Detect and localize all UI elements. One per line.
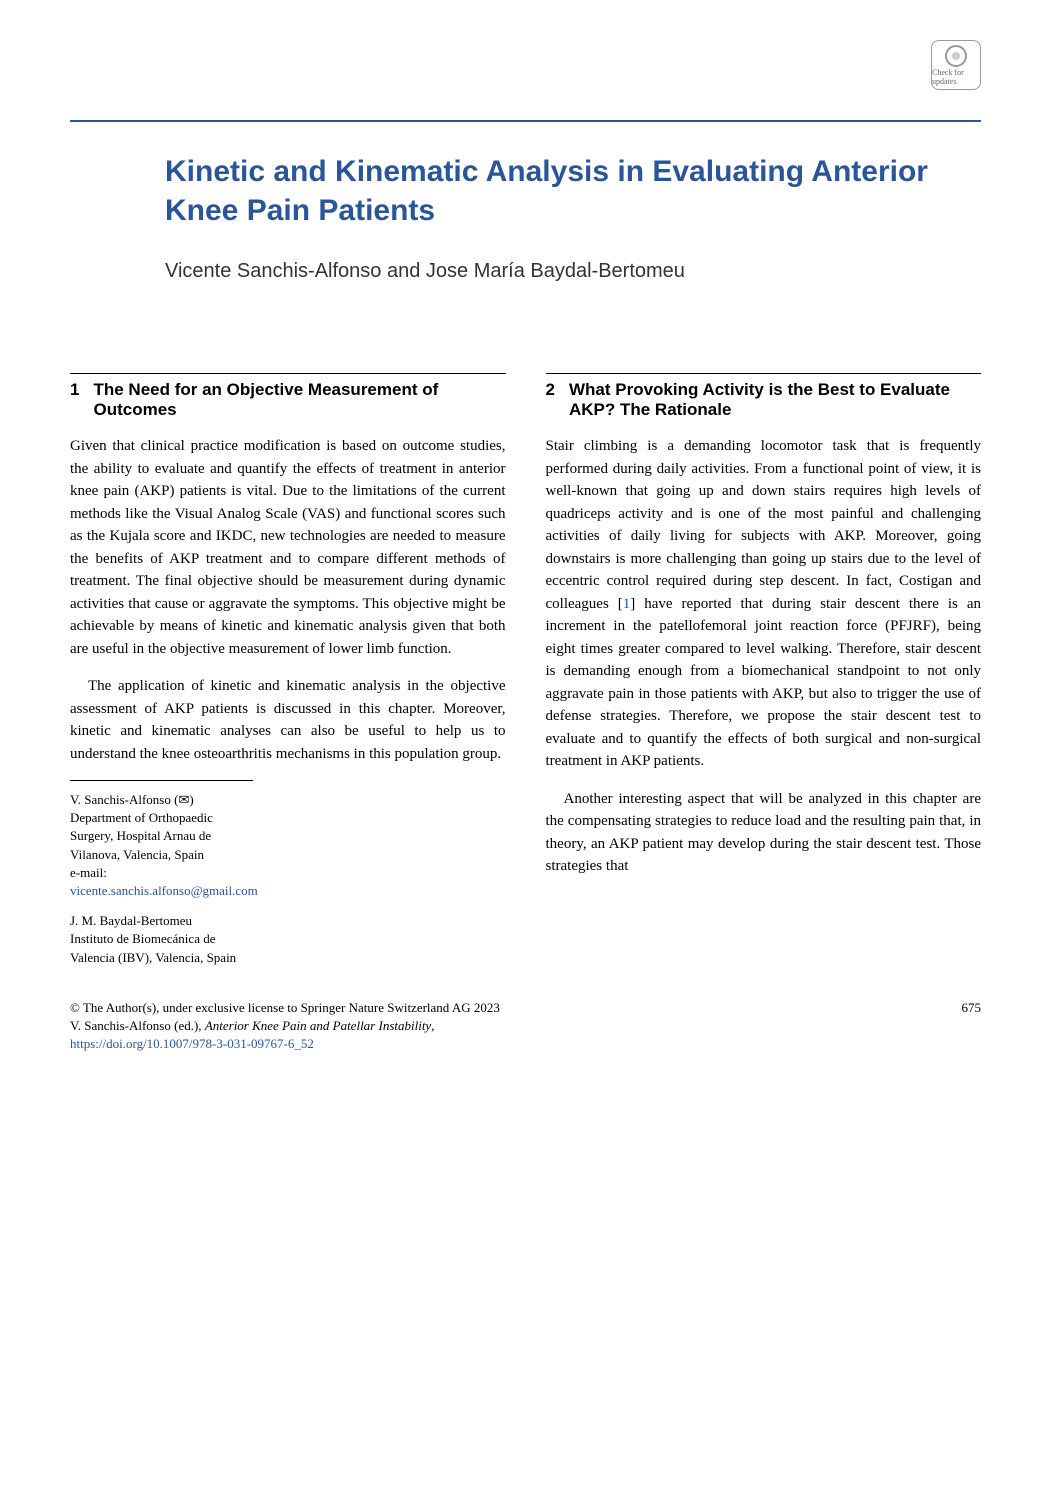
section-1-paragraph-2: The application of kinetic and kinematic… [70, 675, 506, 765]
p1-text-before: Stair climbing is a demanding locomotor … [546, 438, 982, 612]
chapter-authors: Vicente Sanchis-Alfonso and Jose María B… [70, 260, 981, 283]
doi-link[interactable]: https://doi.org/10.1007/978-3-031-09767-… [70, 1036, 314, 1051]
check-updates-label: Check for updates [932, 68, 980, 86]
affiliation-2: J. M. Baydal-Bertomeu Instituto de Biome… [70, 912, 253, 967]
author-affiliations: V. Sanchis-Alfonso (✉) Department of Ort… [70, 780, 253, 967]
affiliation-1: V. Sanchis-Alfonso (✉) Department of Ort… [70, 791, 253, 900]
check-updates-icon [944, 44, 968, 68]
right-column: 2 What Provoking Activity is the Best to… [546, 373, 982, 979]
affiliation-1-email-line: e-mail: vicente.sanchis.alfonso@gmail.co… [70, 864, 253, 900]
section-2-number: 2 [546, 380, 555, 420]
affiliation-2-name: J. M. Baydal-Bertomeu [70, 912, 253, 930]
affiliation-1-email[interactable]: vicente.sanchis.alfonso@gmail.com [70, 883, 258, 898]
affiliation-2-dept: Instituto de Biomecánica de Valencia (IB… [70, 930, 253, 966]
copyright-line: © The Author(s), under exclusive license… [70, 999, 500, 1017]
section-1-heading: 1 The Need for an Objective Measurement … [70, 373, 506, 420]
section-2-paragraph-2: Another interesting aspect that will be … [546, 788, 982, 878]
section-2-paragraph-1: Stair climbing is a demanding locomotor … [546, 435, 982, 773]
chapter-title: Kinetic and Kinematic Analysis in Evalua… [70, 152, 981, 230]
section-1-number: 1 [70, 380, 79, 420]
affiliation-1-dept: Department of Orthopaedic Surgery, Hospi… [70, 809, 253, 864]
email-label: e-mail: [70, 865, 107, 880]
section-2-title: What Provoking Activity is the Best to E… [569, 380, 981, 420]
content-columns: 1 The Need for an Objective Measurement … [70, 373, 981, 979]
section-1-paragraph-1: Given that clinical practice modificatio… [70, 435, 506, 660]
header-divider [70, 120, 981, 122]
citation-line: V. Sanchis-Alfonso (ed.), Anterior Knee … [70, 1017, 500, 1035]
section-1-title: The Need for an Objective Measurement of… [93, 380, 505, 420]
left-column: 1 The Need for an Objective Measurement … [70, 373, 506, 979]
citation-italic: Anterior Knee Pain and Patellar Instabil… [205, 1018, 431, 1033]
section-2-heading: 2 What Provoking Activity is the Best to… [546, 373, 982, 420]
p1-text-after: ] have reported that during stair descen… [546, 596, 982, 770]
footer-left: © The Author(s), under exclusive license… [70, 999, 500, 1054]
check-updates-badge[interactable]: Check for updates [931, 40, 981, 90]
page-number: 675 [962, 999, 982, 1054]
affiliation-1-name: V. Sanchis-Alfonso (✉) [70, 791, 253, 809]
page-footer: © The Author(s), under exclusive license… [70, 999, 981, 1054]
